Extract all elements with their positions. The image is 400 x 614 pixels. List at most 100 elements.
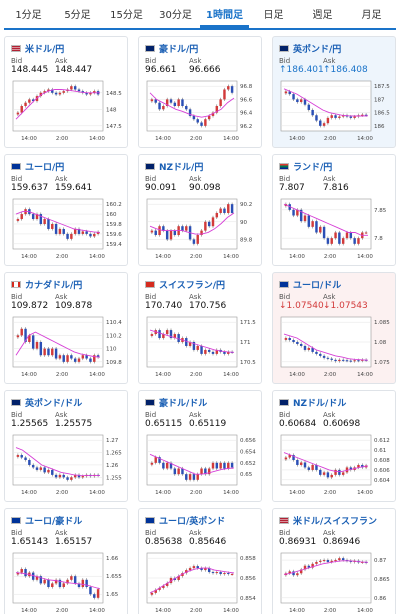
pair-link[interactable]: 豪ドル/ドル <box>159 398 208 409</box>
y-tick-label: 187.5 <box>374 84 390 90</box>
candle <box>154 589 157 593</box>
za-flag-icon <box>279 162 289 170</box>
bid-value: 90.091 <box>145 183 177 193</box>
x-tick-label: 14:00 <box>155 136 171 142</box>
ask-value: 170.756 <box>189 301 227 311</box>
rate-card[interactable]: 英ポンド/ドル Bid Ask 1.25565 1.25575 1.27 1.265 1.26… <box>4 390 128 502</box>
pair-link[interactable]: 英ポンド/ドル <box>25 398 83 409</box>
candle <box>223 462 226 469</box>
rate-card[interactable]: ランド/円 Bid Ask 7.807 7.816 7.85 7.8 14:00 2:00 14:… <box>272 154 396 266</box>
candle <box>16 455 20 457</box>
pair-link[interactable]: スイスフラン/円 <box>159 280 226 291</box>
rate-card[interactable]: ユーロ/豪ドル Bid Ask 1.65143 1.65157 1.66 1.655 1.65… <box>4 508 128 614</box>
candle <box>227 351 230 354</box>
candle <box>364 114 368 116</box>
pair-link[interactable]: カナダドル/円 <box>25 280 83 291</box>
candle <box>288 571 291 574</box>
tab-6[interactable]: 週足 <box>312 10 333 21</box>
candle <box>20 106 23 113</box>
pair-link[interactable]: 英ポンド/円 <box>293 44 342 55</box>
pair-link[interactable]: NZドル/ドル <box>293 398 347 409</box>
candle <box>361 114 364 116</box>
bid-label: Bid <box>11 529 23 537</box>
candle <box>158 457 161 463</box>
candle <box>181 573 184 577</box>
y-tick-label: 96.2 <box>240 124 252 130</box>
pair-link[interactable]: 豪ドル/円 <box>159 44 199 55</box>
y-tick-label: 159.4 <box>106 242 122 248</box>
rate-card[interactable]: 米ドル/円 Bid Ask 148.445 148.447 148.5 148 147.5 14… <box>4 36 128 148</box>
candle <box>85 579 88 588</box>
rate-card[interactable]: 米ドル/スイスフラン Bid Ask 0.86931 0.86946 0.87 0.865 0… <box>272 508 396 614</box>
candle <box>330 474 333 478</box>
pair-link[interactable]: ユーロ/豪ドル <box>25 516 83 527</box>
rate-card[interactable]: ユーロ/円 Bid Ask 159.637 159.641 160.2 160 159.8 15… <box>4 154 128 266</box>
candle <box>150 462 154 465</box>
candle <box>192 474 196 480</box>
candle <box>330 560 333 562</box>
tab-1[interactable]: 5分足 <box>64 10 91 21</box>
y-tick-label: 0.86 <box>374 596 387 602</box>
y-tick-label: 186.5 <box>374 111 390 117</box>
pair-link[interactable]: ユーロ/英ポンド <box>159 516 226 527</box>
candle <box>192 115 196 120</box>
rate-card[interactable]: NZドル/円 Bid Ask 90.091 90.098 90.2 90 89.8 14:00 2… <box>138 154 262 266</box>
candle <box>204 119 207 126</box>
rate-card[interactable]: スイスフラン/円 Bid Ask 170.740 170.756 171.5 171 170.… <box>138 272 262 384</box>
tab-5[interactable]: 日足 <box>263 10 284 21</box>
ch-flag-icon <box>145 280 155 288</box>
tab-0[interactable]: 1分足 <box>15 10 42 21</box>
bid-label: Bid <box>145 411 157 419</box>
bid-label: Bid <box>11 293 23 301</box>
x-tick-label: 2:00 <box>56 372 69 378</box>
candle <box>311 221 314 227</box>
candle <box>211 351 215 354</box>
candle <box>211 572 215 574</box>
pair-link[interactable]: 米ドル/円 <box>25 44 65 55</box>
candle <box>47 89 50 92</box>
x-tick-label: 14:00 <box>21 372 37 378</box>
pair-link[interactable]: ユーロ/ドル <box>293 280 342 291</box>
candle <box>31 214 35 220</box>
rate-card[interactable]: 豪ドル/円 Bid Ask 96.661 96.666 96.8 96.6 96.4 96.2 1… <box>138 36 262 148</box>
ask-label: Ask <box>189 175 202 183</box>
rate-card[interactable]: NZドル/ドル Bid Ask 0.60684 0.60698 0.612 0.61 0.60… <box>272 390 396 502</box>
candle <box>47 469 50 473</box>
candle <box>162 334 165 339</box>
ask-label: Ask <box>323 411 336 419</box>
candle <box>288 338 291 341</box>
rate-card[interactable]: 英ポンド/円 Bid Ask ↑186.401 ↑186.408 187.5 187 186.… <box>272 36 396 148</box>
bid-label: Bid <box>11 57 23 65</box>
candle <box>341 238 345 244</box>
candle <box>70 355 73 359</box>
ask-label: Ask <box>323 529 336 537</box>
x-tick-label: 2:00 <box>324 136 337 142</box>
candle <box>207 568 211 573</box>
tab-4[interactable]: 1時間足 <box>200 4 249 28</box>
candle <box>58 579 62 588</box>
pair-link[interactable]: 米ドル/スイスフラン <box>293 516 378 527</box>
candle <box>357 464 360 468</box>
tab-7[interactable]: 月足 <box>361 10 382 21</box>
pair-link[interactable]: NZドル/円 <box>159 162 204 173</box>
candle <box>162 462 165 469</box>
candle <box>169 99 173 103</box>
candle <box>211 462 215 469</box>
eu-flag-icon <box>11 516 21 524</box>
ask-label: Ask <box>55 175 68 183</box>
candle <box>338 116 341 118</box>
tab-2[interactable]: 15分足 <box>110 10 143 21</box>
ask-value: 0.60698 <box>323 419 361 429</box>
rate-card[interactable]: 豪ドル/ドル Bid Ask 0.65115 0.65119 0.656 0.654 0.65… <box>138 390 262 502</box>
pair-link[interactable]: ユーロ/円 <box>25 162 65 173</box>
rate-card[interactable]: カナダドル/円 Bid Ask 109.872 109.878 110.4 110.2 110… <box>4 272 128 384</box>
rate-card[interactable]: ユーロ/ドル Bid Ask ↓1.07540 ↓1.07543 1.085 1.08 1.0… <box>272 272 396 384</box>
pair-link[interactable]: ランド/円 <box>293 162 333 173</box>
card-header: 豪ドル/円 <box>145 41 198 55</box>
rate-card[interactable]: ユーロ/英ポンド Bid Ask 0.85638 0.85646 0.858 0.856 0.… <box>138 508 262 614</box>
candle <box>353 238 356 244</box>
tab-3[interactable]: 30分足 <box>159 10 192 21</box>
candle <box>62 91 65 93</box>
x-tick-label: 14:00 <box>289 608 305 614</box>
candle <box>188 109 192 116</box>
